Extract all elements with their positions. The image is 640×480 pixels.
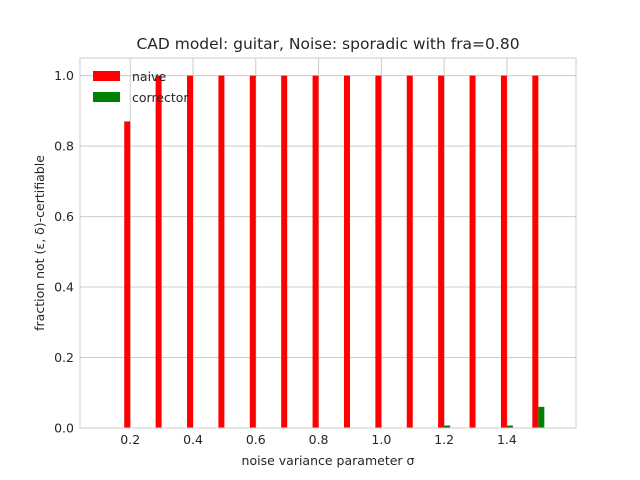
y-tick-label: 1.0: [54, 68, 74, 83]
y-tick-label: 0.0: [54, 421, 74, 436]
y-tick-label: 0.4: [54, 280, 74, 295]
bar-naive: [469, 75, 476, 428]
bar-naive: [312, 75, 319, 428]
bar-corrector: [444, 425, 451, 428]
bar-naive: [187, 75, 194, 428]
bar-naive: [249, 75, 256, 428]
chart-title: CAD model: guitar, Noise: sporadic with …: [136, 35, 519, 53]
x-tick-label: 1.4: [497, 432, 517, 447]
y-tick-label: 0.2: [54, 350, 74, 365]
bar-naive: [124, 121, 131, 428]
bar-naive: [532, 75, 539, 428]
bar-naive: [281, 75, 288, 428]
bar-corrector: [538, 406, 545, 428]
legend-label-corrector: corrector: [132, 90, 189, 105]
plot-frame: [79, 57, 577, 429]
y-axis-label: fraction not (ε, δ)-certifiable: [32, 155, 47, 331]
y-tick-label: 0.6: [54, 209, 74, 224]
x-tick-label: 0.8: [309, 432, 329, 447]
legend-swatch-naive: [93, 71, 120, 81]
legend-label-naive: naive: [132, 69, 166, 84]
legend-swatch-corrector: [93, 92, 120, 102]
legend: naive corrector: [93, 69, 189, 105]
bar-corrector: [506, 425, 513, 428]
x-tick-label: 1.2: [434, 432, 454, 447]
bar-naive: [218, 75, 225, 428]
bar-naive: [438, 75, 445, 428]
x-tick-label: 1.0: [371, 432, 391, 447]
bar-naive: [343, 75, 350, 428]
bar-naive: [500, 75, 507, 428]
ticks-layer: 0.0 0.2 0.4 0.6 0.8 1.0 0.2 0.4 0.6 0.8 1.0 1.2 1.4: [54, 68, 517, 447]
x-axis-label: noise variance parameter σ: [242, 453, 415, 468]
y-tick-label: 0.8: [54, 139, 74, 154]
bar-naive: [406, 75, 413, 428]
x-tick-label: 0.6: [246, 432, 266, 447]
x-tick-label: 0.4: [183, 432, 203, 447]
x-tick-label: 0.2: [120, 432, 140, 447]
bar-naive: [155, 75, 162, 428]
bars-layer: [124, 75, 545, 428]
bar-naive: [375, 75, 382, 428]
